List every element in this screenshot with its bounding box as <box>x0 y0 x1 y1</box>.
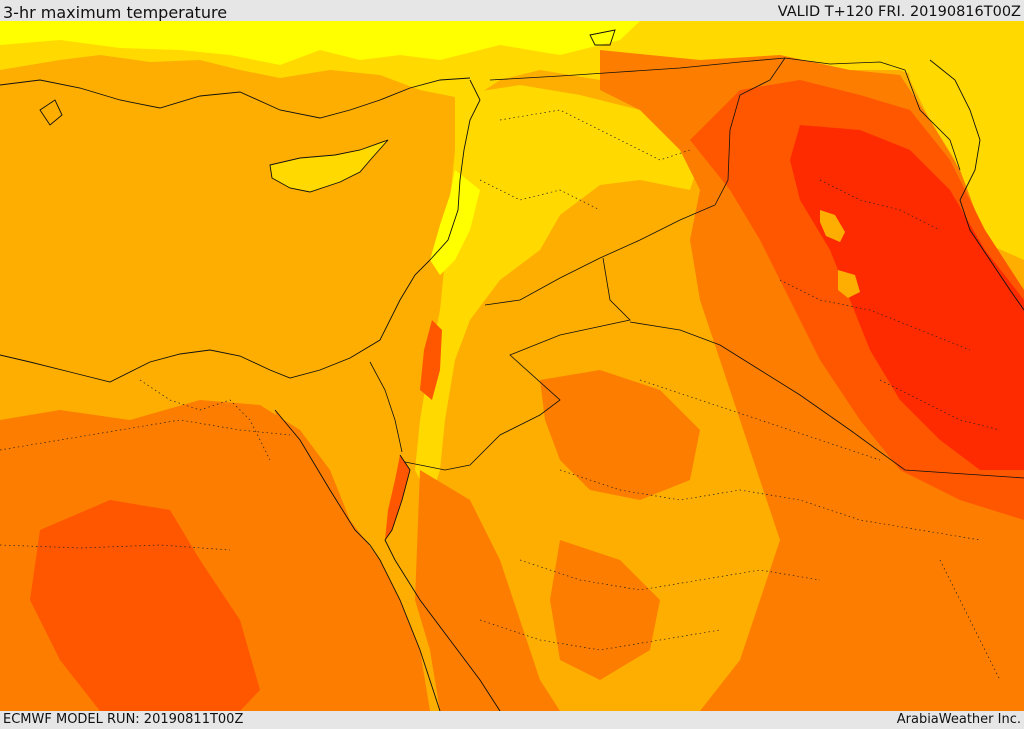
zone-hot-arabia-central <box>540 370 700 500</box>
zone-coolest-levant <box>430 170 480 275</box>
lake-habbaniyah <box>838 270 860 298</box>
footer-bar: ECMWF MODEL RUN: 20190811T00Z ArabiaWeat… <box>0 711 1024 729</box>
zone-cooler-levant <box>415 85 700 500</box>
credit-label: ArabiaWeather Inc. <box>896 712 1021 727</box>
map-title: 3-hr maximum temperature <box>3 3 228 22</box>
model-run-label: ECMWF MODEL RUN: 20190811T00Z <box>3 712 244 727</box>
borders <box>369 57 1024 479</box>
zone-very-hot-egypt <box>30 500 260 711</box>
lake-tharthar <box>820 210 845 242</box>
zone-hot-arabia-west <box>415 470 560 711</box>
coastlines <box>0 29 1024 711</box>
valid-time-label: VALID T+120 FRI. 20190816T00Z <box>777 4 1021 20</box>
cyprus-cooler <box>270 140 388 192</box>
gulf-of-aqaba <box>385 455 410 540</box>
zone-very-hot-jordan-valley <box>420 320 442 400</box>
province-boundaries <box>0 109 1001 681</box>
zone-coolest-north <box>0 21 640 65</box>
zone-hot-nile-south <box>550 540 660 680</box>
temperature-map <box>0 21 1024 711</box>
gulf-of-suez <box>275 410 370 548</box>
header-bar: 3-hr maximum temperature VALID T+120 FRI… <box>0 0 1024 22</box>
zone-extreme-iraq <box>790 125 1024 470</box>
zone-cooler-northeast <box>900 21 1024 260</box>
